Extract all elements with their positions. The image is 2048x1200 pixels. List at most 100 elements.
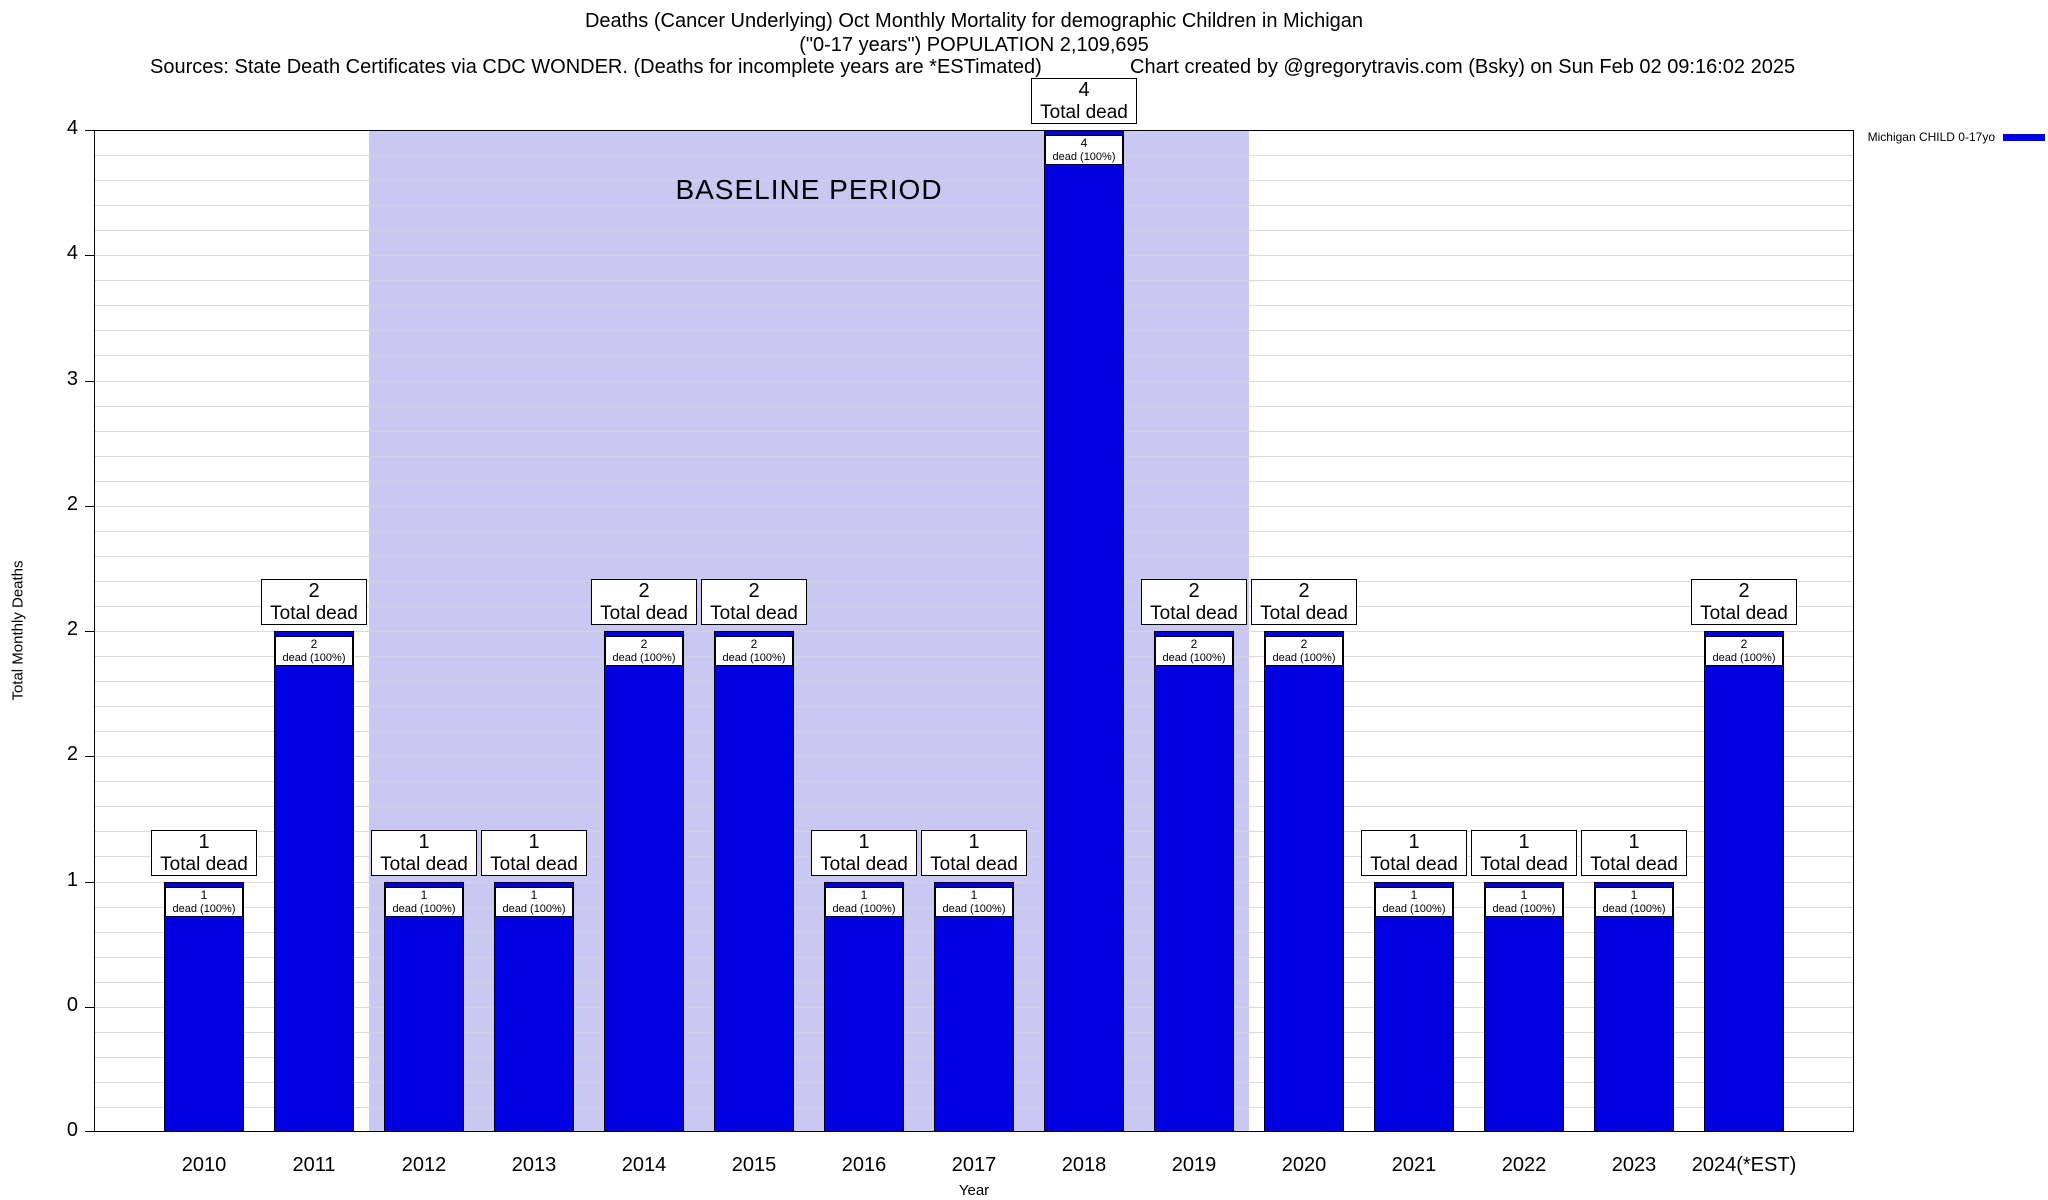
legend-label: Michigan CHILD 0-17yo (1867, 130, 1995, 144)
bar (1484, 881, 1564, 1132)
bar-total-value: 1 (858, 830, 870, 853)
bar-total-text: Total dead (1040, 102, 1128, 123)
bar (824, 881, 904, 1132)
bar-dead-value: 1 (530, 887, 538, 902)
x-tick-label: 2022 (1501, 1154, 1547, 1176)
bar-total-label-box: 1 Total dead (371, 829, 477, 876)
bar-dead-value: 1 (200, 887, 208, 902)
bar-total-value: 1 (528, 830, 540, 853)
bar-total-text: Total dead (1150, 603, 1238, 624)
bar (164, 881, 244, 1132)
bar-total-label-box: 4 Total dead (1031, 78, 1137, 124)
bar (934, 881, 1014, 1132)
bar-total-value: 2 (1298, 580, 1310, 602)
bar (1044, 130, 1124, 1132)
chart-title-line1: Deaths (Cancer Underlying) Oct Monthly M… (584, 10, 1364, 32)
bar-dead-label-box: 2 dead (100%) (275, 636, 353, 666)
x-axis-title: Year (958, 1182, 990, 1199)
bar-dead-text: dead (100%) (612, 652, 676, 664)
grid-line (94, 205, 1854, 207)
x-tick-label: 2013 (511, 1154, 557, 1176)
x-tick-label: 2011 (292, 1154, 336, 1176)
grid-line (94, 280, 1854, 282)
grid-line (94, 781, 1854, 783)
bar-dead-value: 1 (1630, 887, 1638, 902)
x-tick-label: 2017 (951, 1154, 997, 1176)
grid-line (94, 380, 1854, 382)
credit-note: Chart created by @gregorytravis.com (Bsk… (1130, 56, 1796, 78)
bar-total-text: Total dead (600, 603, 688, 624)
bar (604, 631, 684, 1132)
y-tick-label: 3 (66, 367, 78, 390)
bar-dead-label-box: 1 dead (100%) (935, 886, 1013, 917)
bar-total-text: Total dead (930, 853, 1018, 875)
bar-dead-value: 1 (1520, 887, 1528, 902)
bar-dead-text: dead (100%) (722, 652, 786, 664)
bar-dead-label-box: 1 dead (100%) (495, 886, 573, 917)
y-tick-label: 2 (66, 743, 78, 766)
bar-dead-label-box: 2 dead (100%) (1265, 636, 1343, 666)
bar-total-text: Total dead (1700, 603, 1788, 624)
y-axis-tick (85, 505, 94, 507)
bar-dead-label-box: 1 dead (100%) (1485, 886, 1563, 917)
bar-dead-value: 2 (1300, 637, 1308, 651)
grid-line (94, 405, 1854, 407)
grid-line (94, 430, 1854, 432)
y-axis-title: Total Monthly Deaths (9, 560, 27, 701)
bar-dead-text: dead (100%) (1712, 652, 1776, 664)
bar-dead-value: 1 (1410, 887, 1418, 902)
bar-total-value: 1 (1628, 830, 1640, 853)
bar (494, 881, 574, 1132)
x-tick-label: 2012 (401, 1154, 447, 1176)
grid-line (94, 305, 1854, 307)
bar-total-text: Total dead (820, 853, 908, 875)
y-axis-tick (85, 1006, 94, 1008)
plot-area: 0 0 1 2 2 2 3 4 4 BASELINE PERIOD 1 Total dead 1 dead… (67, 78, 1854, 1176)
bar-dead-text: dead (100%) (1052, 151, 1116, 163)
bar-total-label-box: 2 Total dead (701, 579, 807, 625)
grid-line (94, 530, 1854, 532)
bar-dead-value: 2 (1190, 637, 1198, 651)
bar-dead-label-box: 2 dead (100%) (605, 636, 683, 666)
y-tick-label: 1 (66, 868, 78, 891)
sources-note: Sources: State Death Certificates via CD… (150, 56, 1042, 78)
bar-dead-text: dead (100%) (942, 902, 1006, 915)
x-tick-label: 2024(*EST) (1691, 1154, 1797, 1176)
bar-dead-value: 2 (640, 637, 648, 651)
x-tick-label: 2010 (181, 1154, 227, 1176)
bar-total-label-box: 1 Total dead (1581, 829, 1687, 876)
bar-dead-label-box: 1 dead (100%) (165, 886, 243, 917)
y-axis-tick (85, 255, 94, 257)
bar-total-text: Total dead (710, 603, 798, 624)
y-tick-label: 2 (66, 492, 78, 515)
grid-line (94, 155, 1854, 157)
bar-total-text: Total dead (490, 853, 578, 875)
bar-total-value: 4 (1078, 79, 1090, 101)
x-tick-label: 2015 (731, 1154, 777, 1176)
y-tick-label: 4 (66, 117, 78, 139)
x-tick-label: 2016 (841, 1154, 887, 1176)
bar-dead-label-box: 1 dead (100%) (1595, 886, 1673, 917)
x-tick-label: 2019 (1171, 1154, 1217, 1176)
grid-line (94, 330, 1854, 332)
bar-dead-value: 2 (750, 637, 758, 651)
bar (384, 881, 464, 1132)
bar-total-label-box: 2 Total dead (1691, 579, 1797, 625)
bar-dead-label-box: 1 dead (100%) (385, 886, 463, 917)
bar-total-text: Total dead (160, 853, 248, 875)
bar-total-value: 2 (1738, 580, 1750, 602)
bar (1594, 881, 1674, 1132)
bar-total-label-box: 2 Total dead (1141, 579, 1247, 625)
x-tick-label: 2023 (1611, 1154, 1657, 1176)
bar-dead-label-box: 2 dead (100%) (1155, 636, 1233, 666)
bar (1704, 631, 1784, 1132)
bar-total-label-box: 1 Total dead (481, 829, 587, 876)
bar (714, 631, 794, 1132)
bar (1374, 881, 1454, 1132)
x-tick-label: 2018 (1061, 1154, 1107, 1176)
bar (274, 631, 354, 1132)
legend-color-swatch (2003, 133, 2045, 141)
x-tick-label: 2020 (1281, 1154, 1327, 1176)
grid-line (94, 806, 1854, 808)
